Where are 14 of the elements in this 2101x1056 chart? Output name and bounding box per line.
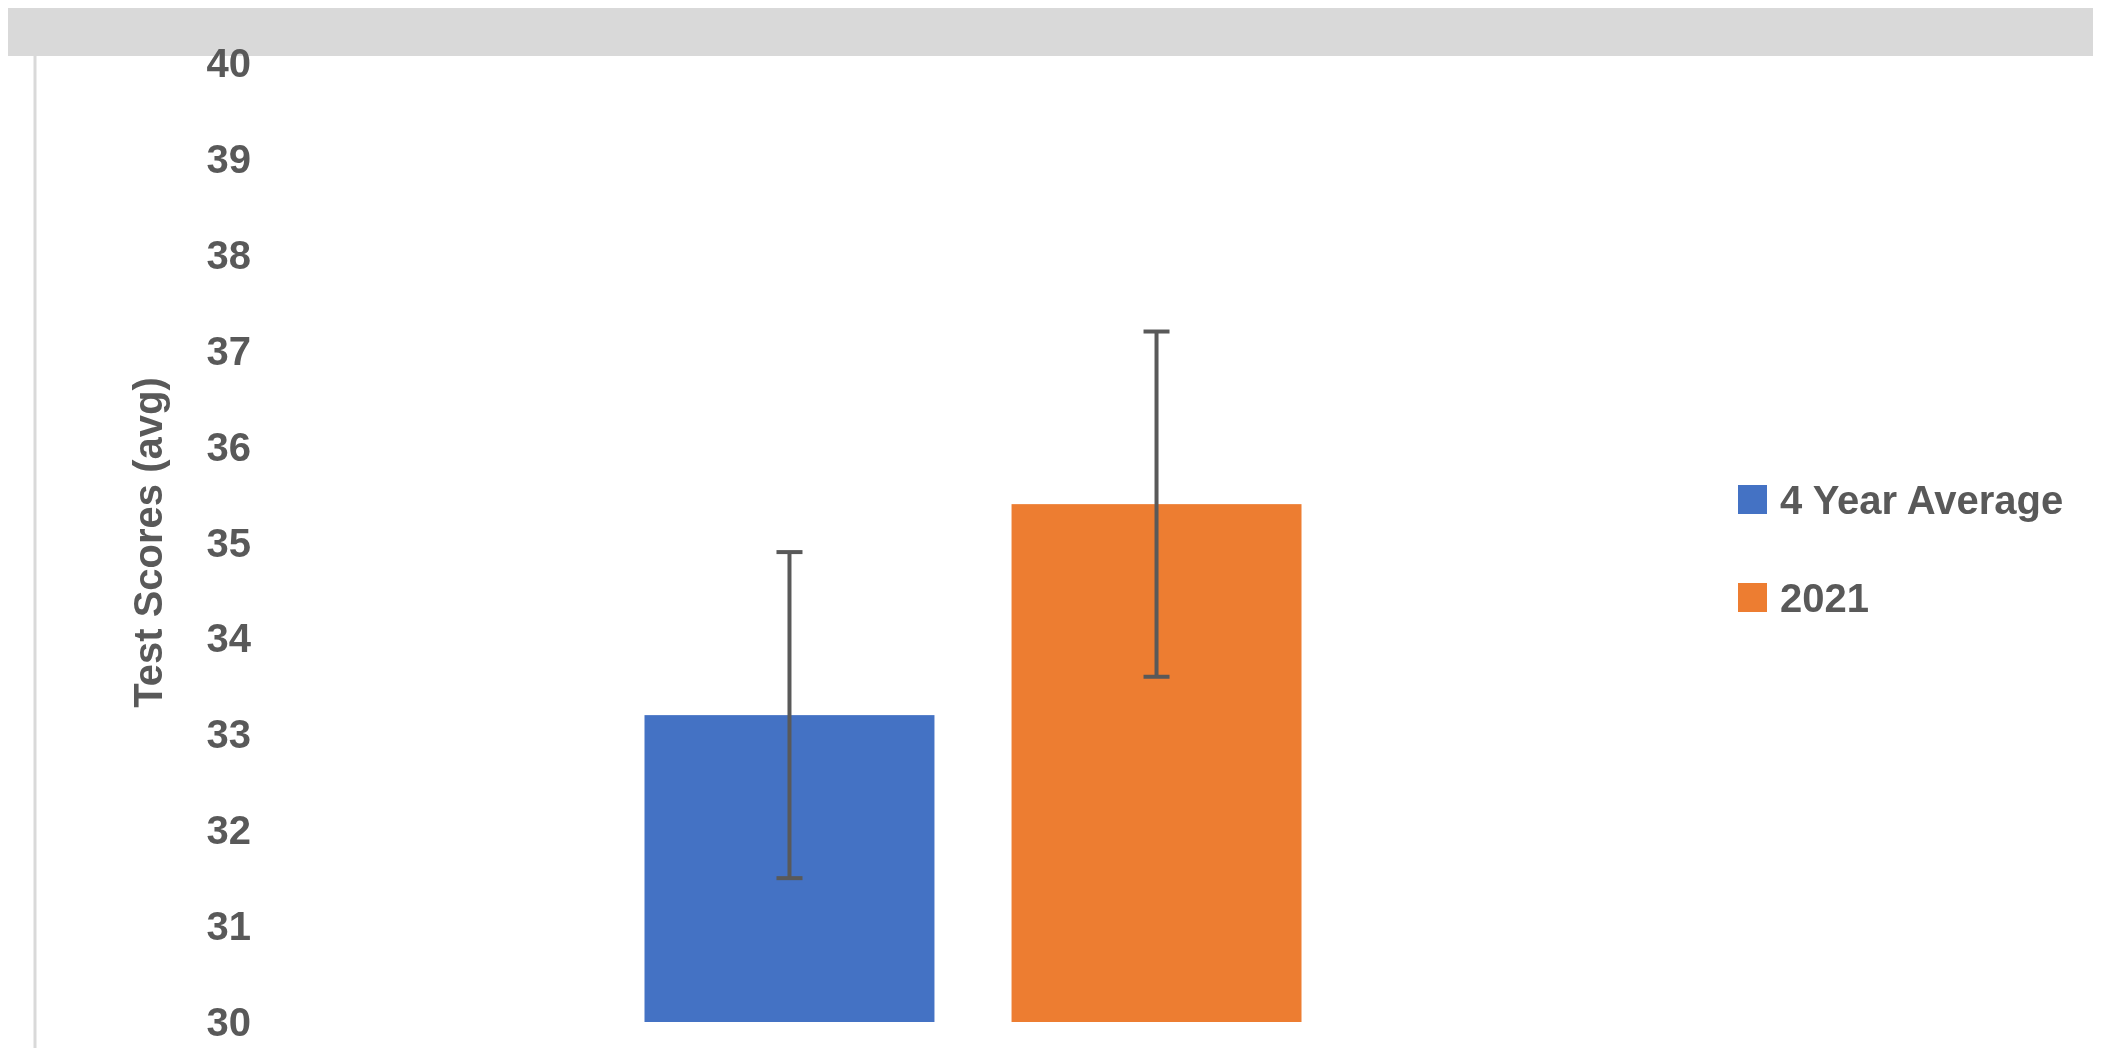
y-tick-label: 34 [206,616,252,661]
y-axis-title: Test Scores (avg) [126,377,170,708]
y-tick-label: 32 [206,808,251,853]
y-tick-label: 30 [206,1000,251,1044]
y-tick-label: 40 [206,41,251,85]
y-tick-label: 31 [206,904,251,949]
y-tick-label: 33 [206,712,251,757]
y-tick-label: 35 [206,520,251,565]
legend-label: 2021 [1780,576,1869,620]
y-tick-label: 38 [206,232,251,277]
y-tick-label: 39 [206,136,251,181]
legend-label: 4 Year Average [1780,478,2064,522]
y-tick-label: 36 [206,424,251,469]
y-tick-label: 37 [206,328,251,373]
